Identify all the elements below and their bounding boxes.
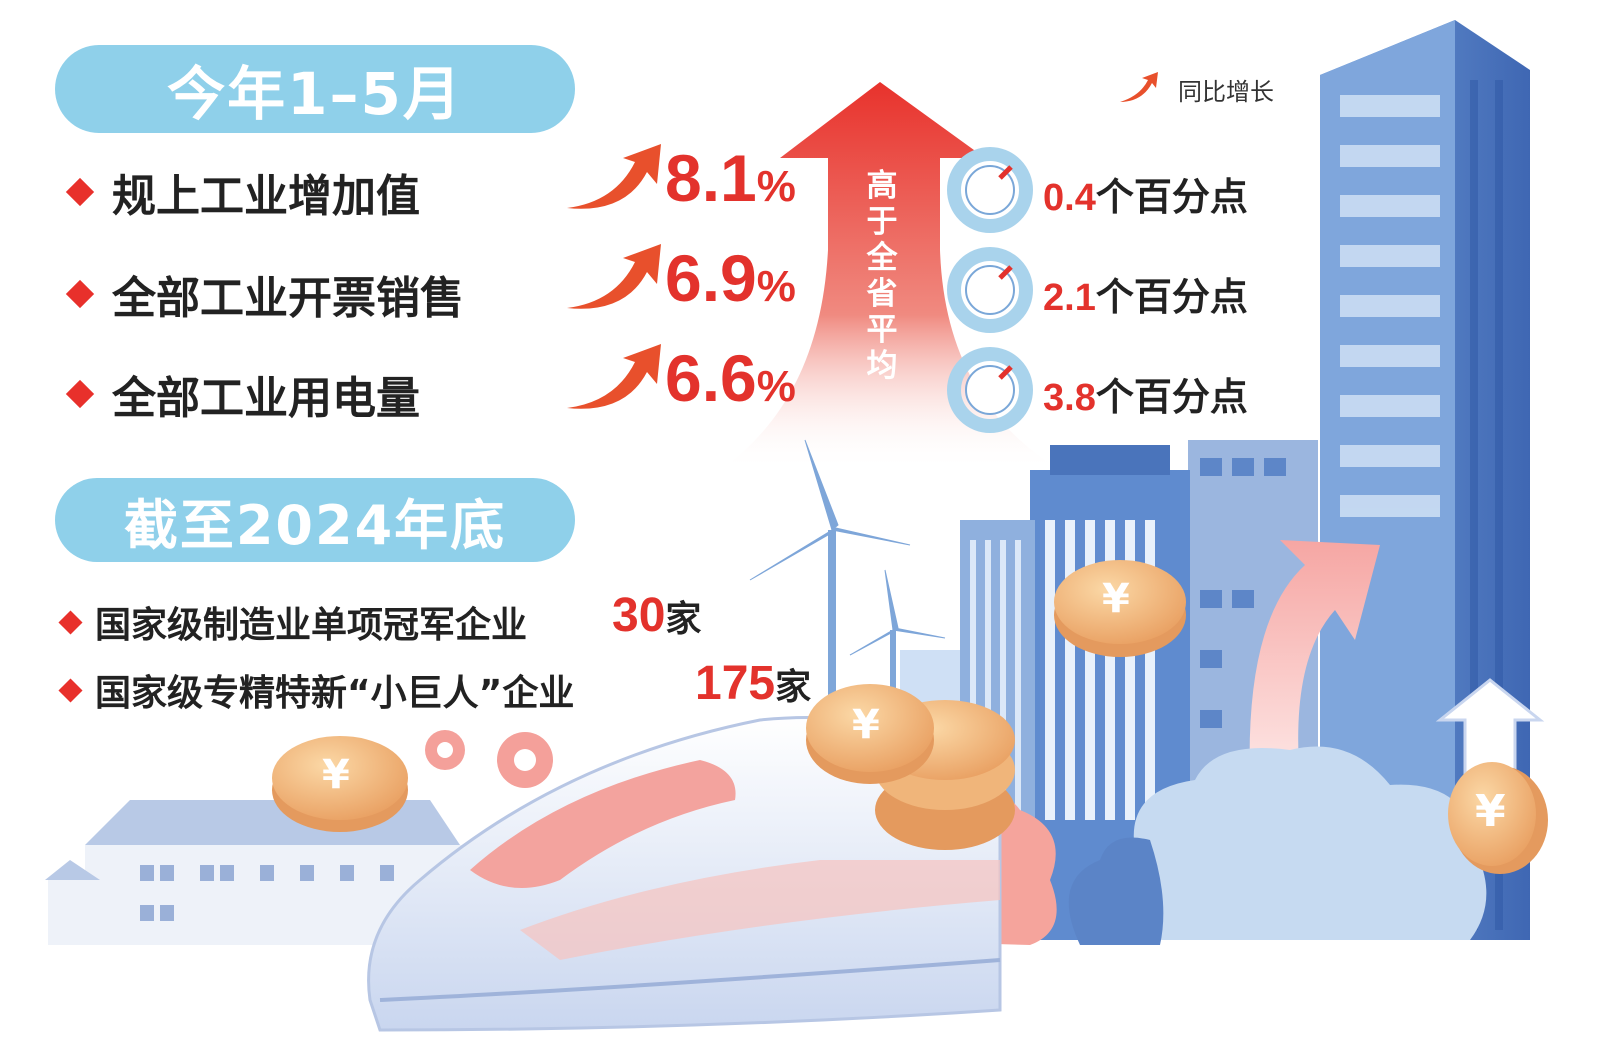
above-average-arrow-text: 高 于 全 省 平 均 [864, 168, 900, 384]
section1-title-pill: 今年1–5月 [55, 45, 575, 133]
ring-gauge-icon [947, 147, 1033, 233]
stat-row-label: 全部工业开票销售 [65, 262, 464, 326]
growth-arrow-icon [567, 244, 661, 309]
coin-yen-symbol: ¥ [852, 702, 880, 748]
above-average-number: 3.8 [1043, 377, 1096, 419]
stat-label: 全部工业用电量 [112, 373, 420, 424]
section2-title: 截至2024年底 [123, 493, 507, 557]
coin-yen-symbol: ¥ [1102, 576, 1130, 622]
above-average-number: 2.1 [1043, 277, 1096, 319]
arrow-char: 全 [866, 240, 898, 276]
stat-label: 规上工业增加值 [112, 171, 420, 222]
arrow-char: 高 [866, 168, 898, 204]
above-average-value: 0.4个百分点 [1043, 166, 1248, 221]
above-average-value: 2.1个百分点 [1043, 266, 1248, 321]
growth-value: 6.9% [665, 240, 796, 316]
pink-curved-arrow [1249, 540, 1380, 780]
above-average-number: 0.4 [1043, 177, 1096, 219]
gears [425, 730, 553, 788]
bullet-diamond [65, 379, 95, 409]
enterprise-number: 175 [695, 657, 776, 710]
enterprise-count: 30家 [612, 588, 701, 643]
legend-label: 同比增长 [1178, 78, 1274, 106]
above-average-unit: 个百分点 [1095, 175, 1248, 219]
growth-arrow-legend-icon [1120, 72, 1158, 102]
enterprise-count: 175家 [695, 656, 811, 711]
percent-sign: % [756, 262, 796, 311]
bullet-diamond [58, 609, 83, 635]
growth-number: 6.9 [665, 241, 757, 315]
bullet-train [367, 716, 1002, 1032]
above-average-unit: 个百分点 [1095, 275, 1248, 319]
growth-value: 8.1% [665, 140, 796, 216]
arrow-char: 平 [866, 312, 898, 348]
ring-gauge-icon [947, 347, 1033, 433]
above-average-unit: 个百分点 [1095, 375, 1248, 419]
section1-title: 今年1–5月 [167, 60, 463, 128]
enterprise-label: 国家级制造业单项冠军企业 [95, 605, 528, 646]
coin-yen-symbol: ¥ [1475, 786, 1506, 837]
growth-arrow-icon [567, 344, 661, 409]
growth-arrow-icon [567, 144, 661, 209]
ring-gauge-icon [947, 247, 1033, 333]
arrow-char: 均 [866, 348, 898, 384]
growth-value: 6.6% [665, 340, 796, 416]
bullet-diamond [58, 677, 83, 703]
enterprise-row: 国家级专精特新“小巨人”企业 [58, 664, 575, 716]
coins [272, 560, 1548, 874]
arrow-char: 省 [866, 276, 898, 312]
enterprise-row: 国家级制造业单项冠军企业 [58, 596, 528, 648]
above-average-value: 3.8个百分点 [1043, 366, 1248, 421]
enterprise-unit: 家 [775, 667, 812, 708]
big-up-arrow [720, 82, 1060, 470]
growth-number: 6.6 [665, 341, 757, 415]
stat-label: 全部工业开票销售 [112, 273, 464, 324]
enterprise-label: 国家级专精特新“小巨人”企业 [95, 673, 575, 714]
stat-row-label: 规上工业增加值 [65, 160, 420, 224]
stat-row-label: 全部工业用电量 [65, 362, 420, 426]
section2-title-pill: 截至2024年底 [55, 478, 575, 562]
enterprise-unit: 家 [665, 599, 702, 640]
bullet-diamond [65, 279, 95, 309]
coin-yen-symbol: ¥ [322, 752, 350, 798]
percent-sign: % [756, 362, 796, 411]
percent-sign: % [756, 162, 796, 211]
arrow-char: 于 [866, 204, 898, 240]
enterprise-number: 30 [612, 589, 666, 642]
bullet-diamond [65, 177, 95, 207]
growth-number: 8.1 [665, 141, 757, 215]
